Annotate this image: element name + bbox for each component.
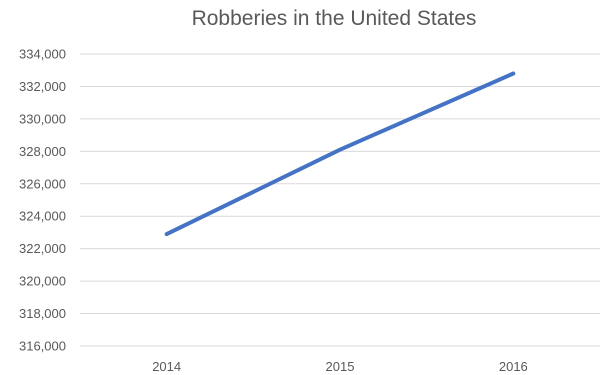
x-tick-label: 2014 xyxy=(152,359,181,374)
y-tick-label: 326,000 xyxy=(19,176,66,191)
gridlines xyxy=(80,53,600,347)
y-tick-label: 330,000 xyxy=(19,111,66,126)
series-line xyxy=(164,71,516,237)
y-tick-label: 328,000 xyxy=(19,144,66,159)
x-axis: 2014 2015 2016 xyxy=(152,359,528,374)
y-tick-label: 316,000 xyxy=(19,339,66,354)
y-axis: 316,000 318,000 320,000 322,000 324,000 326,0… xyxy=(19,47,66,354)
y-tick-label: 332,000 xyxy=(19,79,66,94)
x-tick-label: 2015 xyxy=(326,359,355,374)
y-tick-label: 322,000 xyxy=(19,241,66,256)
y-tick-label: 320,000 xyxy=(19,274,66,289)
x-tick-label: 2016 xyxy=(499,359,528,374)
y-tick-label: 318,000 xyxy=(19,306,66,321)
series-layer xyxy=(164,71,516,237)
y-tick-label: 334,000 xyxy=(19,47,66,62)
y-tick-label: 324,000 xyxy=(19,209,66,224)
chart-title: Robberies in the United States xyxy=(192,7,477,30)
